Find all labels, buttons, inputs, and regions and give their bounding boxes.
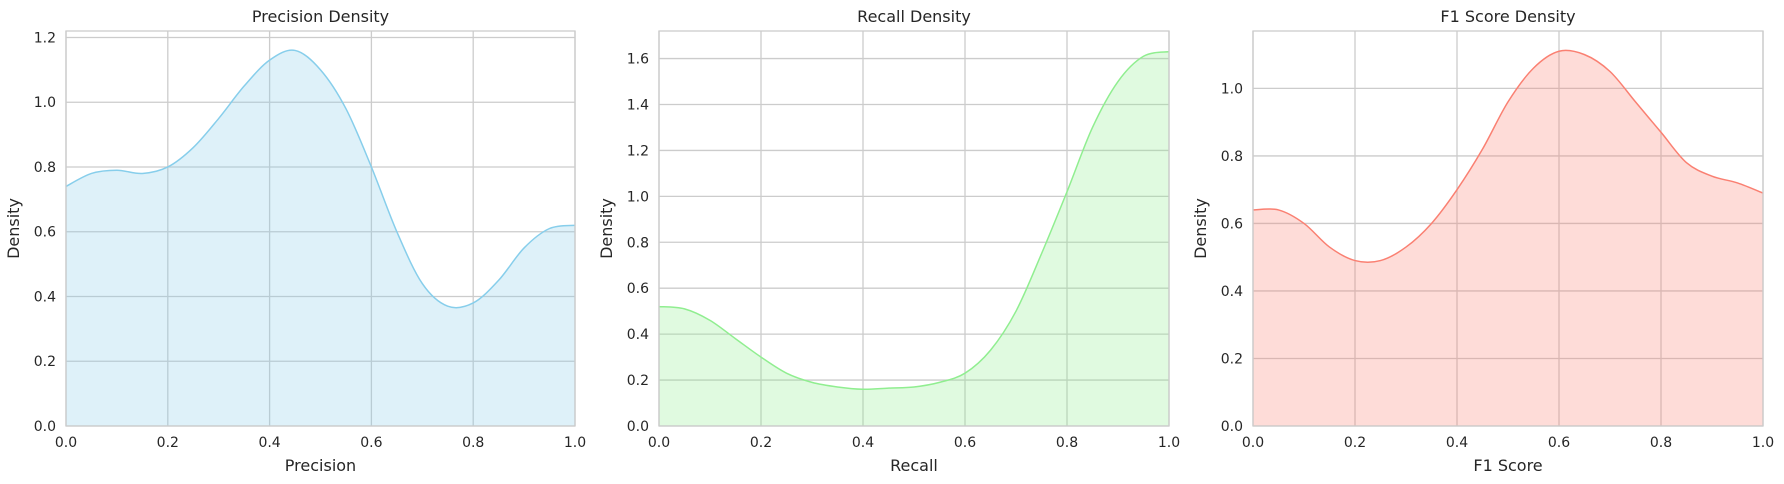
y-tick-label: 1.2: [34, 30, 56, 46]
x-tick-label: 0.6: [954, 435, 976, 451]
density-line: [1252, 49, 1764, 264]
chart-title: F1 Score Density: [1440, 7, 1575, 26]
y-tick-label: 0.4: [627, 327, 649, 343]
y-tick-label: 0.2: [627, 373, 649, 389]
x-tick-label: 0.0: [648, 435, 670, 451]
x-tick-label: 0.6: [1548, 435, 1570, 451]
y-tick-label: 0.2: [1221, 351, 1243, 367]
y-tick-label: 1.6: [627, 52, 649, 68]
density-area: [659, 51, 1169, 427]
y-tick-label: 0.4: [1221, 284, 1243, 300]
x-tick-label: 0.8: [462, 435, 484, 451]
y-tick-label: 0.2: [34, 354, 56, 370]
y-tick-label: 1.4: [627, 97, 649, 113]
x-tick-label: 0.0: [1242, 435, 1264, 451]
chart-panel-1: 0.0 0.2 0.4 0.6 0.8 1.0 0.0 0.2 0.4 0.6 0.8 1.0 1.2 P…: [4, 7, 586, 475]
y-axis-label: Density: [1191, 198, 1210, 259]
chart-panel-2: 0.0 0.2 0.4 0.6 0.8 1.0 0.0 0.2 0.4 0.6 0.8 1.0 1.2 1…: [597, 7, 1180, 475]
y-tick-label: 1.0: [627, 189, 649, 205]
density-line: [658, 50, 1170, 391]
plot-frame: [1252, 30, 1764, 427]
y-tick-label: 0.6: [34, 225, 56, 241]
chart-title: Precision Density: [252, 7, 389, 26]
x-tick-label: 0.4: [258, 435, 280, 451]
y-tick-label: 0.6: [1221, 216, 1243, 232]
y-tick-label: 0.0: [1221, 419, 1243, 435]
y-tick-label: 0.8: [34, 160, 56, 176]
x-tick-label: 0.2: [1344, 435, 1366, 451]
x-tick-label: 0.2: [157, 435, 179, 451]
y-axis-label: Density: [4, 198, 23, 259]
x-tick-label: 1.0: [564, 435, 586, 451]
density-area: [1253, 50, 1763, 427]
y-tick-label: 0.0: [34, 419, 56, 435]
x-axis-label: F1 Score: [1473, 456, 1542, 475]
y-tick-label: 0.4: [34, 289, 56, 305]
x-tick-label: 0.6: [360, 435, 382, 451]
density-area: [66, 50, 575, 426]
y-tick-label: 0.6: [627, 281, 649, 297]
y-tick-label: 0.8: [627, 235, 649, 251]
chart-title: Recall Density: [857, 7, 971, 26]
x-tick-label: 0.0: [55, 435, 77, 451]
plot-frame: [658, 30, 1170, 427]
x-tick-label: 0.4: [852, 435, 874, 451]
x-axis-label: Precision: [285, 456, 356, 475]
x-axis-label: Recall: [890, 456, 938, 475]
x-tick-label: 0.8: [1056, 435, 1078, 451]
y-tick-label: 0.8: [1221, 149, 1243, 165]
density-line: [65, 49, 576, 309]
plot-frame: [65, 30, 576, 427]
chart-panel-3: 0.0 0.2 0.4 0.6 0.8 1.0 0.0 0.2 0.4 0.6 0.8 1.0 F1 S…: [1191, 7, 1774, 475]
y-tick-label: 0.0: [627, 419, 649, 435]
x-tick-label: 1.0: [1752, 435, 1774, 451]
y-axis-label: Density: [597, 198, 616, 259]
y-tick-label: 1.0: [1221, 81, 1243, 97]
y-tick-label: 1.0: [34, 95, 56, 111]
x-tick-label: 1.0: [1158, 435, 1180, 451]
y-tick-label: 1.2: [627, 143, 649, 159]
x-tick-label: 0.8: [1650, 435, 1672, 451]
x-tick-label: 0.2: [750, 435, 772, 451]
x-tick-label: 0.4: [1446, 435, 1468, 451]
